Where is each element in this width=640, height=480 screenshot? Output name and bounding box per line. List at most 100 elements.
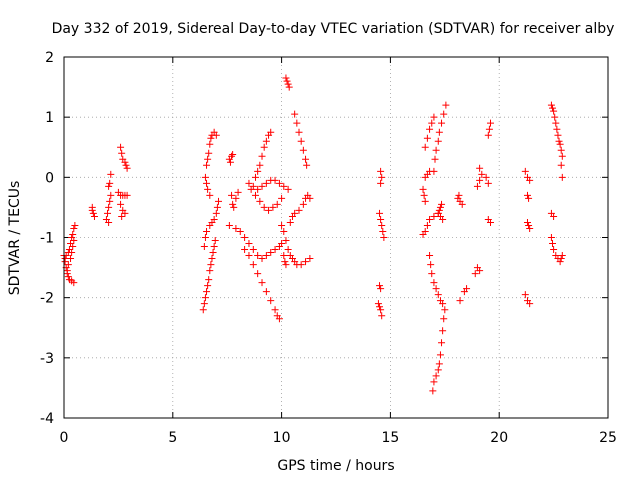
data-point (286, 218, 294, 226)
data-point (435, 206, 443, 214)
data-point (123, 191, 131, 199)
data-point (484, 179, 492, 187)
series-arc18 (282, 74, 293, 91)
data-point (423, 134, 431, 142)
data-point (275, 179, 283, 187)
y-tick-label: -4 (40, 411, 54, 427)
data-point (230, 203, 238, 211)
data-point (435, 128, 443, 136)
series-arc13 (232, 224, 286, 263)
data-point (64, 261, 72, 269)
data-point (293, 119, 301, 127)
data-point (377, 179, 385, 187)
data-point (203, 161, 211, 169)
data-point (282, 237, 290, 245)
data-point (438, 119, 446, 127)
data-point (376, 303, 384, 311)
data-point (432, 285, 440, 293)
data-point (203, 288, 211, 296)
data-point (206, 140, 214, 148)
data-point (556, 140, 564, 148)
series-arc20 (278, 221, 314, 269)
data-point (476, 164, 484, 172)
data-point (436, 203, 444, 211)
data-point (551, 113, 559, 121)
data-point (486, 119, 494, 127)
data-point (555, 137, 563, 145)
data-point (271, 306, 279, 314)
data-point (377, 306, 385, 314)
data-point (251, 173, 259, 181)
data-point (280, 182, 288, 190)
data-point (241, 234, 249, 241)
y-tick-label: 1 (45, 110, 54, 126)
series-arc01 (60, 252, 78, 287)
series-arc09 (200, 197, 222, 251)
data-point (553, 125, 561, 133)
series-arc30 (421, 167, 434, 181)
data-point (256, 161, 264, 169)
y-tick-label: -3 (40, 351, 54, 367)
data-point (486, 218, 494, 226)
data-point (455, 191, 463, 199)
data-point (254, 252, 262, 260)
data-point (379, 227, 387, 235)
data-point (428, 270, 436, 278)
data-point (430, 378, 438, 386)
series-arc38 (473, 164, 486, 190)
data-point (254, 270, 262, 278)
data-point (117, 143, 125, 151)
data-point (557, 146, 565, 154)
data-point (432, 146, 440, 154)
data-point (302, 155, 310, 163)
data-point (213, 203, 221, 211)
data-point (440, 315, 448, 323)
data-point (523, 218, 531, 226)
data-point (267, 249, 275, 257)
data-point (439, 300, 447, 308)
data-point (471, 270, 479, 278)
data-point (428, 119, 436, 127)
x-tick-label: 15 (381, 430, 399, 446)
data-point (526, 300, 534, 308)
data-point (434, 291, 442, 299)
data-point (299, 200, 307, 208)
data-point (241, 246, 249, 254)
series-arc41 (482, 173, 492, 187)
data-point (201, 173, 209, 181)
data-point (232, 224, 240, 232)
series-arc25 (376, 282, 385, 293)
data-point (420, 191, 428, 199)
data-point (105, 218, 113, 226)
data-point (199, 306, 207, 314)
y-axis-label: SDTVAR / TECUs (7, 181, 23, 296)
data-point (121, 209, 129, 217)
data-point (63, 267, 71, 275)
data-point (256, 197, 264, 205)
data-point (476, 267, 484, 275)
data-point (262, 288, 270, 296)
plot-frame (63, 56, 609, 419)
series-arc29 (430, 101, 450, 175)
data-point (430, 113, 438, 121)
series-arc42 (521, 167, 534, 184)
series-arc19 (291, 110, 311, 169)
data-point (214, 197, 222, 205)
data-point (434, 366, 442, 374)
data-point (260, 203, 268, 211)
data-point (291, 110, 299, 118)
data-point (463, 285, 471, 293)
data-point (430, 212, 438, 220)
data-point (484, 131, 492, 139)
data-point (258, 279, 266, 287)
data-point (442, 101, 450, 109)
data-point (278, 221, 286, 229)
data-point (549, 240, 557, 248)
data-point (282, 261, 290, 269)
series-arc46 (547, 101, 566, 181)
series-arc21 (286, 191, 314, 226)
data-point (258, 255, 266, 263)
data-point (552, 119, 560, 127)
data-point (118, 212, 126, 220)
series-arc12 (225, 188, 242, 229)
